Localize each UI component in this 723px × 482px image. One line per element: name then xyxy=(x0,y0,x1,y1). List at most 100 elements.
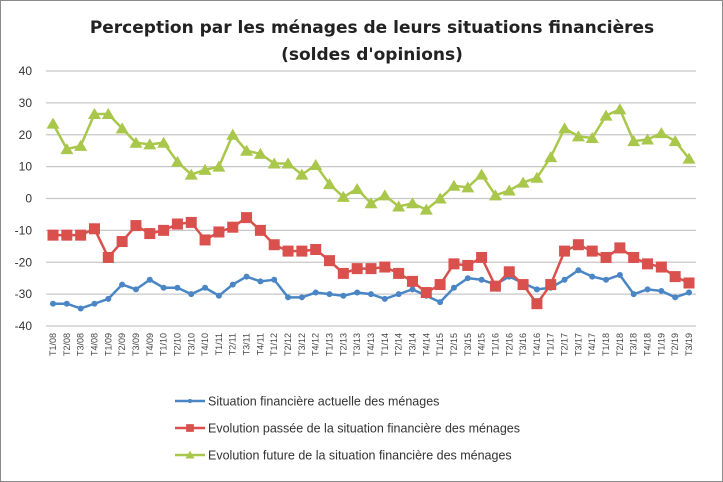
data-point xyxy=(502,184,516,196)
x-tick-label: T1/14 xyxy=(380,333,390,356)
data-point xyxy=(243,273,250,280)
y-axis-ticks: 40 30 20 10 0 -10 -20 -30 -40 xyxy=(15,64,33,333)
x-tick-label: T4/08 xyxy=(89,333,99,356)
data-point xyxy=(434,279,446,291)
x-tick-label: T3/10 xyxy=(186,333,196,356)
data-point xyxy=(658,287,665,294)
data-point xyxy=(157,136,171,148)
data-point xyxy=(88,223,100,235)
x-tick-label: T2/10 xyxy=(172,333,182,356)
data-point xyxy=(185,216,197,228)
x-tick-label: T3/15 xyxy=(463,333,473,356)
x-tick-label: T3/16 xyxy=(518,333,528,356)
x-tick-label: T3/18 xyxy=(629,333,639,356)
data-point xyxy=(312,289,319,296)
data-point xyxy=(132,286,139,293)
data-point xyxy=(130,220,142,232)
data-point xyxy=(354,289,361,296)
y-tick-label: 0 xyxy=(25,192,32,206)
x-tick-label: T2/11 xyxy=(228,333,238,355)
data-point xyxy=(310,244,322,255)
x-tick-label: T3/14 xyxy=(407,333,417,356)
x-tick-label: T2/18 xyxy=(615,333,625,356)
data-point xyxy=(571,130,585,142)
data-point xyxy=(129,136,143,148)
data-point xyxy=(281,157,295,169)
data-point xyxy=(184,168,198,180)
series-group xyxy=(46,103,696,312)
legend-label: Evolution passée de la situation financi… xyxy=(208,422,520,436)
data-point xyxy=(101,108,115,120)
x-axis-ticks: T1/08 T2/08 T3/08 T4/08 T1/09 T2/09 T3/09 T4/09… xyxy=(48,333,694,356)
data-point xyxy=(268,239,280,251)
data-point xyxy=(75,229,87,241)
data-point xyxy=(198,163,212,175)
data-point xyxy=(174,284,181,291)
data-point xyxy=(447,179,461,191)
x-tick-label: T4/18 xyxy=(643,333,653,356)
data-point xyxy=(559,245,571,257)
y-tick-label: -30 xyxy=(15,287,33,301)
x-tick-label: T2/15 xyxy=(449,333,459,356)
data-point xyxy=(488,189,502,201)
data-point xyxy=(672,294,679,301)
series-line xyxy=(51,107,690,212)
data-point xyxy=(102,251,114,263)
data-point xyxy=(144,228,156,240)
series-square xyxy=(47,212,695,310)
data-point xyxy=(585,131,599,143)
data-point xyxy=(409,286,416,293)
data-point xyxy=(379,261,391,273)
y-tick-label: -20 xyxy=(15,255,33,269)
data-point xyxy=(433,192,447,204)
x-tick-label: T1/10 xyxy=(159,333,169,356)
x-tick-label: T3/17 xyxy=(573,333,583,356)
data-point xyxy=(575,267,582,274)
legend-item: Evolution passée de la situation financi… xyxy=(175,422,520,436)
data-point xyxy=(91,300,98,307)
data-point xyxy=(295,168,309,180)
legend-item: Situation financière actuelle des ménage… xyxy=(175,395,439,409)
data-point xyxy=(215,292,222,299)
data-point xyxy=(641,133,655,145)
data-point xyxy=(603,276,610,283)
data-point xyxy=(326,291,333,298)
data-point xyxy=(420,287,432,299)
data-point xyxy=(60,143,74,155)
y-tick-label: 20 xyxy=(19,128,33,142)
x-tick-label: T3/11 xyxy=(242,333,252,355)
data-point xyxy=(642,258,654,270)
x-tick-label: T1/09 xyxy=(103,333,113,356)
data-point xyxy=(682,152,696,164)
data-point xyxy=(419,203,433,215)
data-point xyxy=(115,122,129,134)
x-tick-label: T4/17 xyxy=(587,333,597,356)
x-tick-label: T3/09 xyxy=(131,333,141,356)
data-point xyxy=(296,245,308,257)
data-point xyxy=(105,295,112,302)
data-point xyxy=(213,226,225,238)
x-tick-label: T1/11 xyxy=(214,333,224,355)
data-point xyxy=(229,281,236,288)
data-point xyxy=(63,300,70,307)
data-point xyxy=(517,279,529,291)
data-point xyxy=(227,221,239,233)
data-point xyxy=(503,266,515,278)
data-point xyxy=(516,176,530,188)
x-tick-label: T4/13 xyxy=(366,333,376,356)
y-tick-label: 30 xyxy=(19,96,33,110)
data-point xyxy=(61,229,73,241)
data-point xyxy=(170,155,184,167)
data-point xyxy=(627,135,641,147)
data-point xyxy=(381,295,388,302)
data-point xyxy=(655,261,667,273)
data-point xyxy=(285,294,292,301)
data-point xyxy=(406,275,418,287)
data-point xyxy=(47,229,59,241)
x-tick-label: T4/16 xyxy=(532,333,542,356)
data-point xyxy=(616,272,623,278)
data-point xyxy=(393,267,405,279)
x-tick-label: T1/19 xyxy=(656,333,666,356)
data-point xyxy=(614,242,626,254)
data-point xyxy=(257,278,264,285)
